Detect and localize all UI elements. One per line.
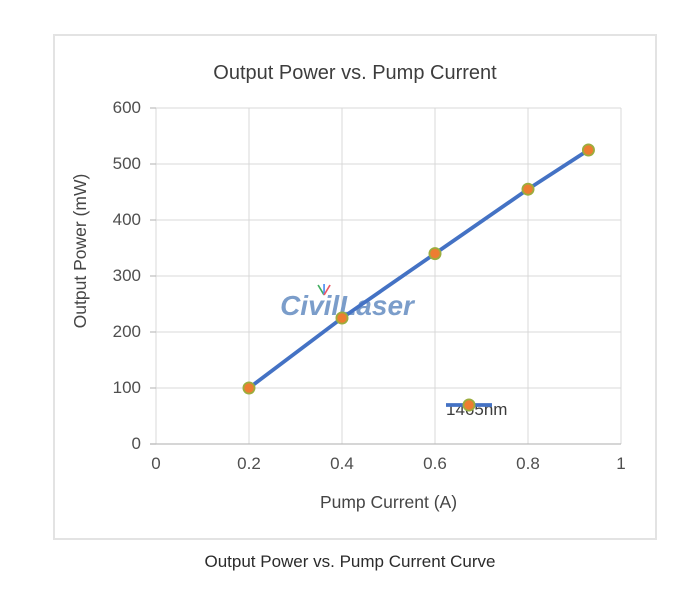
legend-marker-icon bbox=[446, 398, 492, 412]
watermark-spark-icon bbox=[317, 284, 331, 296]
x-tick-label: 1 bbox=[616, 454, 626, 473]
chart-title: Output Power vs. Pump Current bbox=[213, 62, 497, 84]
series-line bbox=[247, 148, 591, 390]
grid-layer bbox=[150, 107, 622, 445]
data-point-marker bbox=[581, 143, 595, 157]
y-tick-label: 600 bbox=[112, 98, 141, 117]
x-tick-label: 0.6 bbox=[423, 454, 447, 473]
y-tick-label: 200 bbox=[112, 322, 141, 341]
x-axis-title: Pump Current (A) bbox=[319, 492, 458, 512]
y-tick-label: 500 bbox=[112, 154, 141, 173]
x-tick-label: 0 bbox=[151, 454, 161, 473]
x-tick-label: 0.2 bbox=[237, 454, 261, 473]
figure-caption: Output Power vs. Pump Current Curve bbox=[204, 552, 496, 571]
data-point-marker bbox=[242, 381, 256, 395]
data-point-marker bbox=[428, 247, 442, 261]
series-layer bbox=[242, 143, 595, 395]
y-axis-title: Output Power (mW) bbox=[70, 173, 90, 329]
data-point-marker bbox=[335, 311, 349, 325]
data-point-marker bbox=[521, 182, 535, 196]
x-tick-label: 0.8 bbox=[516, 454, 540, 473]
chart-area: Output Power vs. Pump Current Output Pow… bbox=[55, 36, 655, 538]
y-tick-label: 400 bbox=[112, 210, 141, 229]
y-tick-label: 0 bbox=[131, 434, 141, 453]
legend: 1465nm bbox=[446, 397, 507, 423]
y-tick-label: 300 bbox=[112, 266, 141, 285]
x-tick-label: 0.4 bbox=[330, 454, 354, 473]
y-tick-label: 100 bbox=[112, 378, 141, 397]
plot-area: CivilLaser 1465nm bbox=[150, 107, 622, 445]
